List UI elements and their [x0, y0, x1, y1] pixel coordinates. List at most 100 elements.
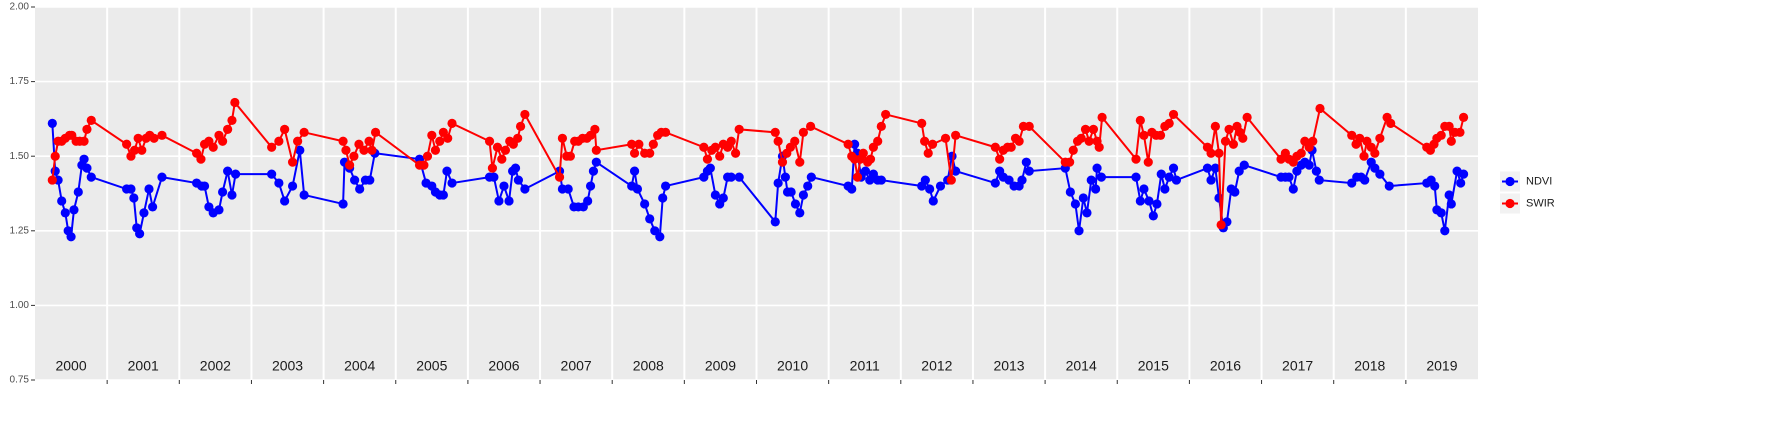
- data-point: [629, 166, 640, 176]
- data-point: [1288, 184, 1298, 194]
- data-point: [299, 190, 309, 200]
- data-point: [627, 139, 637, 149]
- legend-marker: [1505, 176, 1515, 187]
- y-tick-label: 1.75: [10, 76, 30, 87]
- data-point: [1239, 160, 1249, 170]
- data-point: [267, 142, 277, 152]
- data-point: [951, 130, 961, 140]
- data-point: [1164, 172, 1174, 182]
- data-point: [1148, 211, 1158, 221]
- data-point: [494, 196, 504, 206]
- data-point: [554, 172, 565, 182]
- data-point: [777, 157, 788, 167]
- data-point: [47, 118, 57, 128]
- data-point: [50, 166, 60, 176]
- data-point: [648, 139, 658, 149]
- data-point: [640, 199, 650, 209]
- data-point: [1084, 136, 1094, 146]
- year-label: 2017: [1282, 358, 1313, 374]
- data-point: [1086, 175, 1096, 185]
- data-point: [1021, 157, 1031, 167]
- data-point: [157, 172, 167, 182]
- data-point: [1160, 184, 1170, 194]
- data-point: [338, 199, 348, 209]
- data-point: [786, 187, 796, 197]
- data-point: [1458, 169, 1469, 179]
- data-point: [1096, 172, 1106, 182]
- data-point: [1202, 163, 1213, 173]
- data-point: [287, 181, 298, 191]
- data-point: [920, 175, 930, 185]
- data-point: [1206, 148, 1216, 158]
- data-point: [852, 172, 863, 182]
- data-point: [274, 178, 284, 188]
- data-point: [129, 145, 140, 155]
- data-point: [427, 130, 437, 140]
- data-point: [79, 154, 89, 164]
- data-point: [1135, 196, 1145, 206]
- data-point: [447, 178, 457, 188]
- data-point: [718, 193, 728, 203]
- data-point: [798, 127, 808, 137]
- data-point: [50, 151, 60, 161]
- data-point: [1456, 178, 1466, 188]
- data-point: [1308, 136, 1318, 146]
- year-label: 2004: [344, 358, 375, 374]
- data-point: [66, 232, 76, 242]
- data-point: [1446, 199, 1456, 209]
- data-point: [1436, 208, 1446, 218]
- data-point: [1155, 130, 1166, 140]
- data-point: [1068, 145, 1078, 155]
- data-point: [79, 136, 89, 146]
- data-point: [645, 214, 655, 224]
- data-point: [881, 109, 891, 120]
- data-point: [920, 136, 930, 146]
- data-point: [1070, 199, 1081, 209]
- data-point: [144, 184, 154, 194]
- data-point: [295, 145, 305, 155]
- year-label: 2005: [416, 358, 447, 374]
- year-label: 2012: [921, 358, 952, 374]
- data-point: [1230, 187, 1240, 197]
- data-point: [1360, 175, 1370, 185]
- data-point: [773, 136, 783, 146]
- data-point: [1216, 220, 1226, 230]
- data-point: [843, 139, 853, 149]
- data-point: [710, 142, 720, 152]
- data-point: [442, 166, 452, 176]
- data-point: [1458, 112, 1469, 123]
- data-point: [274, 136, 284, 146]
- data-point: [850, 139, 860, 149]
- data-point: [1065, 187, 1075, 197]
- data-point: [925, 184, 935, 194]
- data-point: [588, 166, 599, 176]
- data-point: [917, 118, 927, 128]
- y-tick-label: 1.50: [10, 151, 30, 162]
- data-point: [1065, 157, 1075, 167]
- data-point: [355, 184, 365, 194]
- year-label: 2014: [1066, 358, 1097, 374]
- data-point: [227, 190, 237, 200]
- data-point: [858, 148, 868, 158]
- data-point: [1436, 130, 1446, 140]
- data-point: [217, 187, 228, 197]
- data-point: [515, 121, 526, 131]
- data-point: [1131, 172, 1141, 182]
- data-point: [865, 154, 876, 164]
- legend-marker: [1505, 198, 1515, 209]
- data-point: [1440, 226, 1450, 236]
- data-point: [487, 163, 498, 173]
- data-point: [419, 160, 429, 170]
- data-point: [1430, 181, 1440, 191]
- series-line: [51, 123, 1465, 241]
- data-point: [790, 199, 801, 209]
- data-point: [1156, 169, 1166, 179]
- data-point: [287, 157, 298, 167]
- data-point: [230, 169, 241, 179]
- data-point: [803, 181, 813, 191]
- data-point: [60, 208, 70, 218]
- data-point: [520, 109, 530, 120]
- data-point: [520, 184, 530, 194]
- data-point: [47, 175, 57, 185]
- data-point: [1455, 127, 1465, 137]
